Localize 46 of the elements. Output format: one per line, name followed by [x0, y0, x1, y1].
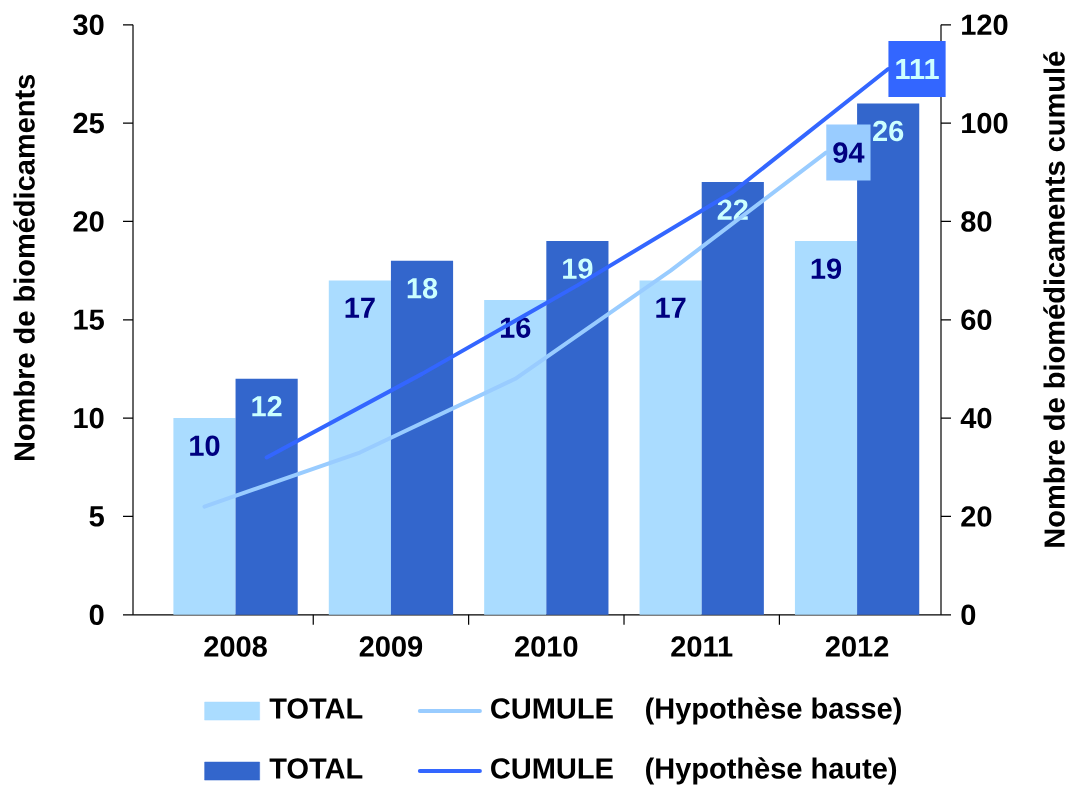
- text: (Hypothèse basse): [646, 697, 901, 725]
- data-label: 12: [252, 396, 282, 417]
- y2-tick-label: 20: [961, 506, 992, 527]
- x-tick-label: 2012: [825, 636, 889, 657]
- y-axis-title: Nombre de biomédicaments: [13, 74, 35, 461]
- bar: [390, 260, 454, 615]
- data-label: 94: [833, 142, 865, 163]
- legend-label: CUMULE: [491, 758, 613, 779]
- y2-tick-label: 40: [960, 407, 992, 429]
- legend-label: TOTAL: [269, 758, 363, 779]
- bar: [235, 378, 298, 615]
- data-label: 19: [811, 258, 842, 279]
- data-label: 17: [345, 297, 375, 318]
- legend-label: CUMULE: [491, 698, 613, 719]
- y-tick-label: 20: [73, 211, 104, 232]
- x-tick-label: 2009: [359, 636, 423, 657]
- y-tick-label: 15: [74, 309, 104, 330]
- y2-tick-label: 120: [962, 14, 1008, 36]
- y-tick-label: 25: [73, 112, 104, 134]
- y2-tick-label: 60: [961, 309, 992, 331]
- bar: [794, 241, 858, 615]
- x-tick-label: 2008: [204, 636, 267, 657]
- data-label: 19: [563, 258, 593, 279]
- data-label: 10: [190, 435, 220, 456]
- bar: [701, 182, 764, 615]
- x-tick-label: 2010: [515, 636, 578, 657]
- text: (Hypothèse haute): [646, 757, 897, 785]
- y2-tick-label: 0: [961, 604, 976, 626]
- data-label: 17: [656, 297, 686, 318]
- bar: [639, 280, 702, 615]
- bar: [546, 241, 609, 615]
- bar: [328, 280, 391, 615]
- y2-tick-label: 80: [961, 211, 992, 232]
- y2-axis-title: Nombre de biomédicaments cumulé: [1043, 51, 1065, 547]
- data-label: 26: [873, 120, 904, 142]
- bar: [484, 300, 547, 615]
- y-tick-label: 10: [74, 407, 104, 429]
- y-tick-label: 5: [89, 506, 104, 527]
- y-tick-label: 0: [89, 604, 104, 626]
- data-label: 18: [407, 278, 438, 299]
- legend-label: TOTAL: [269, 698, 363, 719]
- bar: [173, 418, 236, 615]
- data-label: 111: [896, 59, 939, 80]
- x-tick-label: 2011: [671, 636, 733, 657]
- y-tick-label: 30: [73, 14, 104, 36]
- y2-tick-label: 100: [962, 112, 1008, 134]
